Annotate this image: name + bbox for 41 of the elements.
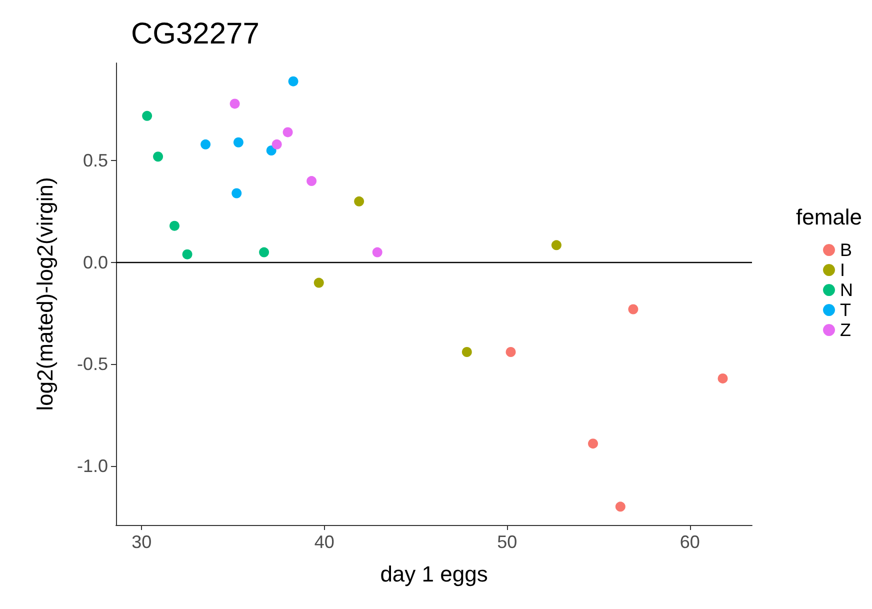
- point: [266, 146, 276, 156]
- point: [306, 176, 317, 186]
- point: [314, 278, 324, 288]
- legend-label: N: [840, 280, 853, 300]
- point: [615, 502, 626, 512]
- chart-title: CG32277: [131, 18, 260, 50]
- point: [182, 249, 192, 260]
- legend-title: female: [796, 204, 862, 230]
- point: [142, 110, 152, 121]
- point: [462, 347, 472, 357]
- point: [169, 220, 180, 231]
- point: [272, 139, 282, 150]
- legend-label: B: [840, 240, 852, 260]
- y-tick-label: 0.0: [82, 252, 108, 272]
- y-tick-label: -1.0: [76, 456, 108, 476]
- point: [200, 139, 211, 150]
- point: [233, 137, 244, 148]
- point: [588, 438, 598, 449]
- point: [506, 347, 516, 357]
- legend-label: I: [840, 260, 846, 280]
- point: [354, 196, 364, 206]
- x-tick-label: 40: [314, 532, 334, 552]
- y-tick-label: -0.5: [76, 354, 108, 374]
- legend-label: Z: [840, 320, 851, 340]
- y-tick-label: 0.5: [82, 150, 108, 171]
- point: [230, 98, 240, 109]
- point: [288, 76, 298, 86]
- x-tick-label: 50: [497, 532, 518, 552]
- point: [232, 188, 242, 198]
- x-axis-title: day 1 eggs: [380, 562, 488, 586]
- legend-label: T: [840, 300, 851, 320]
- point: [628, 304, 638, 314]
- point: [259, 247, 270, 258]
- y-axis-title: log2(mated)-log2(virgin): [32, 177, 58, 411]
- point: [153, 152, 164, 162]
- point: [551, 240, 562, 250]
- x-tick-label: 30: [132, 532, 152, 552]
- point: [282, 127, 293, 138]
- x-tick-label: 60: [680, 532, 700, 552]
- point: [718, 373, 728, 384]
- point: [372, 247, 382, 258]
